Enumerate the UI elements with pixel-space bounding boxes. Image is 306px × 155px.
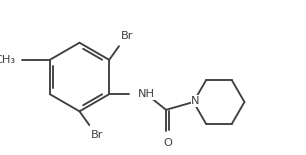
- Text: Br: Br: [121, 31, 133, 41]
- Text: NH: NH: [138, 89, 155, 99]
- Text: O: O: [163, 138, 172, 148]
- Text: N: N: [191, 96, 200, 106]
- Text: Br: Br: [91, 130, 104, 140]
- Text: CH₃: CH₃: [0, 55, 16, 65]
